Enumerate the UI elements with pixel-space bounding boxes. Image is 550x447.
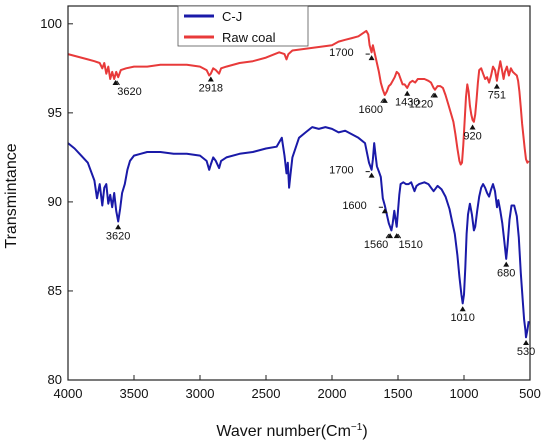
y-tick-label: 95 bbox=[48, 105, 62, 120]
legend-label-cj: C-J bbox=[222, 9, 242, 24]
y-tick-label: 100 bbox=[40, 16, 62, 31]
peak-pointer bbox=[430, 93, 435, 98]
peak-label: 751 bbox=[488, 90, 506, 102]
peak-label: 1220 bbox=[409, 98, 433, 110]
peak-label: 3620 bbox=[106, 230, 130, 242]
x-tick-label: 1500 bbox=[384, 386, 413, 401]
legend-label-raw-coal: Raw coal bbox=[222, 30, 276, 45]
legend-box bbox=[177, 5, 309, 47]
peak-arrow-icon bbox=[368, 172, 375, 178]
peak-arrow-icon bbox=[469, 124, 476, 130]
x-axis-title-sup: −1 bbox=[351, 422, 363, 433]
peak-arrow-icon bbox=[112, 80, 119, 86]
x-tick-label: 3000 bbox=[186, 386, 215, 401]
peak-annotation: 3620 bbox=[112, 80, 142, 98]
peak-annotation: 1700 bbox=[329, 165, 375, 178]
x-tick-label: 3500 bbox=[120, 386, 149, 401]
peak-pointer bbox=[116, 80, 120, 86]
peak-arrow-icon bbox=[381, 97, 388, 103]
peak-pointer bbox=[385, 233, 390, 239]
peak-label: 920 bbox=[463, 131, 481, 143]
peak-arrow-icon bbox=[503, 261, 510, 267]
peak-label: 1560 bbox=[364, 239, 388, 251]
peak-annotation: 1220 bbox=[409, 92, 438, 110]
series-line-cj bbox=[67, 126, 530, 339]
peak-arrow-icon bbox=[387, 233, 394, 239]
x-axis-title-close: ) bbox=[362, 423, 367, 440]
peak-label: 1700 bbox=[329, 165, 353, 177]
peak-arrow-icon bbox=[368, 55, 375, 61]
peak-arrow-icon bbox=[115, 224, 122, 230]
peak-annotation: 920 bbox=[463, 124, 482, 143]
peak-annotation: 2918 bbox=[199, 76, 223, 94]
peak-annotation: 1600 bbox=[359, 97, 388, 116]
peak-label: 3620 bbox=[117, 86, 141, 98]
x-tick-label: 500 bbox=[519, 386, 541, 401]
peak-annotation: 1600 bbox=[342, 200, 388, 214]
x-axis-title-main: Waver number(Cm bbox=[216, 423, 351, 440]
peak-annotation: 530 bbox=[517, 340, 535, 358]
peak-arrow-icon bbox=[431, 92, 438, 98]
peak-arrow-icon bbox=[459, 306, 466, 312]
peak-label: 1600 bbox=[342, 200, 366, 212]
peak-annotation: 1560 bbox=[364, 233, 394, 251]
peak-annotation: 1700 bbox=[329, 47, 375, 61]
peak-label: 1430 bbox=[395, 97, 419, 109]
peak-arrow-icon bbox=[393, 233, 400, 239]
peak-pointer bbox=[380, 98, 385, 104]
peak-label: 1510 bbox=[398, 239, 422, 251]
x-tick-label: 1000 bbox=[450, 386, 479, 401]
series-layer bbox=[67, 29, 530, 339]
peak-arrow-icon bbox=[404, 90, 411, 96]
x-tick-label: 4000 bbox=[54, 386, 83, 401]
peak-arrow-icon bbox=[523, 340, 530, 346]
peak-arrow-icon bbox=[493, 83, 500, 89]
peak-label: 680 bbox=[497, 268, 515, 280]
peak-annotation: 3620 bbox=[106, 224, 130, 242]
y-tick-label: 85 bbox=[48, 283, 62, 298]
peak-label: 1010 bbox=[450, 312, 474, 324]
peak-annotation: 751 bbox=[488, 83, 506, 102]
series-line-raw-coal bbox=[67, 29, 530, 166]
x-tick-label: 2500 bbox=[252, 386, 281, 401]
legend: C-J Raw coal bbox=[177, 5, 309, 47]
peak-label: 1700 bbox=[329, 47, 353, 59]
y-axis-title: Transmintance bbox=[3, 143, 20, 248]
peak-arrow-icon bbox=[381, 208, 388, 214]
peak-annotation: 1010 bbox=[450, 306, 475, 324]
peak-label: 530 bbox=[517, 346, 535, 358]
peak-annotation: 1430 bbox=[395, 90, 419, 109]
peak-pointer bbox=[397, 233, 402, 239]
peak-annotation: 680 bbox=[497, 261, 515, 280]
y-tick-label: 90 bbox=[48, 194, 62, 209]
tick-layer: 4000 3500 3000 2500 2000 1500 1000 500 80 85 90 95 1… bbox=[40, 16, 541, 401]
peak-label: 1600 bbox=[359, 104, 383, 116]
x-tick-label: 2000 bbox=[318, 386, 347, 401]
y-tick-label: 80 bbox=[48, 372, 62, 387]
peak-label: 2918 bbox=[199, 82, 223, 94]
x-axis-title: Waver number(Cm−1) bbox=[216, 422, 367, 440]
peak-arrow-icon bbox=[207, 76, 214, 82]
peak-annotation: 1510 bbox=[393, 233, 423, 251]
